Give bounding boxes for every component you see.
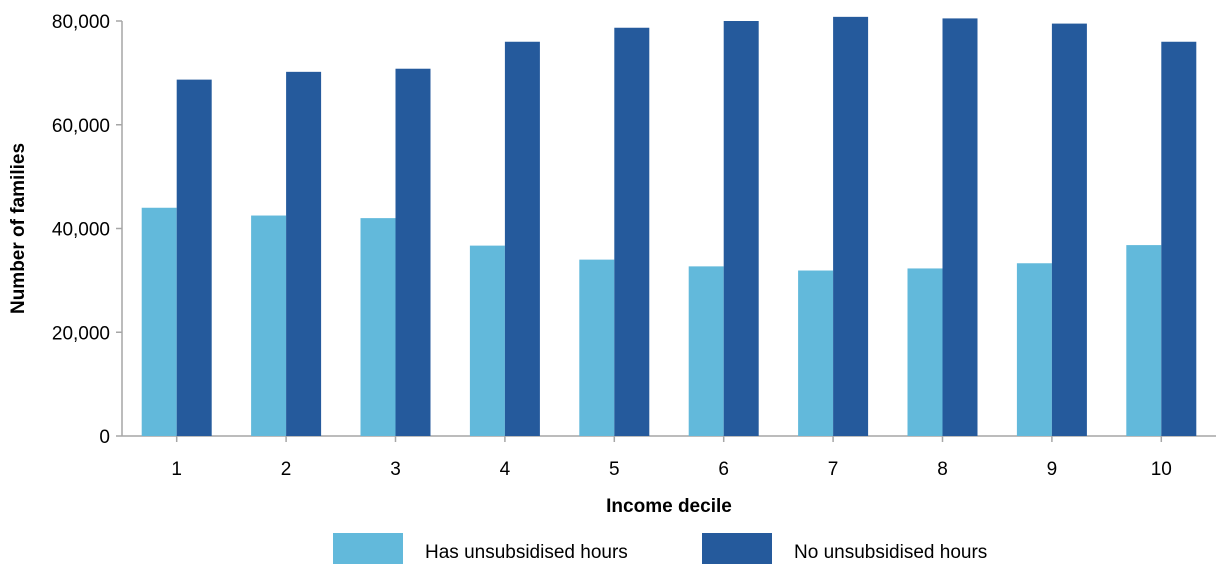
x-tick-label: 4 — [500, 459, 511, 480]
bars — [141, 16, 1197, 437]
bar-has-unsubsidised-6 — [688, 266, 724, 436]
bar-no-unsubsidised-1 — [176, 79, 212, 437]
x-tick-label: 10 — [1151, 459, 1172, 480]
bar-has-unsubsidised-7 — [798, 270, 834, 436]
legend-swatch — [333, 533, 403, 564]
x-tick-label: 8 — [937, 459, 948, 480]
y-tick-label: 80,000 — [52, 12, 110, 33]
x-tick-label: 6 — [718, 459, 729, 480]
bar-no-unsubsidised-2 — [286, 71, 322, 437]
bar-no-unsubsidised-4 — [504, 41, 540, 436]
x-axis-tick-labels: 1 2 3 4 5 6 7 8 9 10 — [171, 436, 1172, 480]
bar-no-unsubsidised-3 — [395, 68, 431, 436]
x-tick-label: 7 — [828, 459, 839, 480]
bar-has-unsubsidised-9 — [1016, 263, 1052, 436]
y-tick-label: 40,000 — [52, 220, 110, 241]
bar-no-unsubsidised-7 — [833, 16, 869, 436]
y-axis-ticks — [116, 20, 122, 437]
legend-swatch — [702, 533, 772, 564]
y-axis-tick-labels: 0 20,000 40,000 60,000 80,000 — [52, 12, 110, 448]
legend-label: Has unsubsidised hours — [425, 542, 628, 563]
bar-no-unsubsidised-5 — [614, 27, 650, 437]
y-tick-label: 0 — [99, 427, 110, 448]
bar-has-unsubsidised-8 — [907, 268, 943, 436]
legend: Has unsubsidised hours No unsubsidised ho… — [333, 533, 987, 564]
bar-no-unsubsidised-9 — [1051, 23, 1087, 436]
x-axis-title: Income decile — [606, 496, 732, 517]
bar-no-unsubsidised-6 — [723, 21, 759, 436]
bar-has-unsubsidised-2 — [251, 215, 287, 436]
bar-has-unsubsidised-5 — [579, 259, 615, 436]
bar-has-unsubsidised-3 — [360, 218, 396, 436]
y-tick-label: 60,000 — [52, 116, 110, 137]
x-tick-label: 3 — [390, 459, 401, 480]
bar-has-unsubsidised-1 — [141, 207, 177, 436]
y-tick-label: 20,000 — [52, 323, 110, 344]
x-tick-label: 1 — [171, 459, 182, 480]
y-axis-title: Number of families — [8, 143, 29, 314]
legend-label: No unsubsidised hours — [794, 542, 987, 563]
x-tick-label: 2 — [281, 459, 292, 480]
x-tick-label: 9 — [1047, 459, 1058, 480]
bar-no-unsubsidised-8 — [942, 18, 978, 436]
x-tick-label: 5 — [609, 459, 620, 480]
bar-has-unsubsidised-10 — [1126, 245, 1162, 436]
bar-no-unsubsidised-10 — [1161, 41, 1197, 436]
bar-has-unsubsidised-4 — [469, 245, 505, 436]
